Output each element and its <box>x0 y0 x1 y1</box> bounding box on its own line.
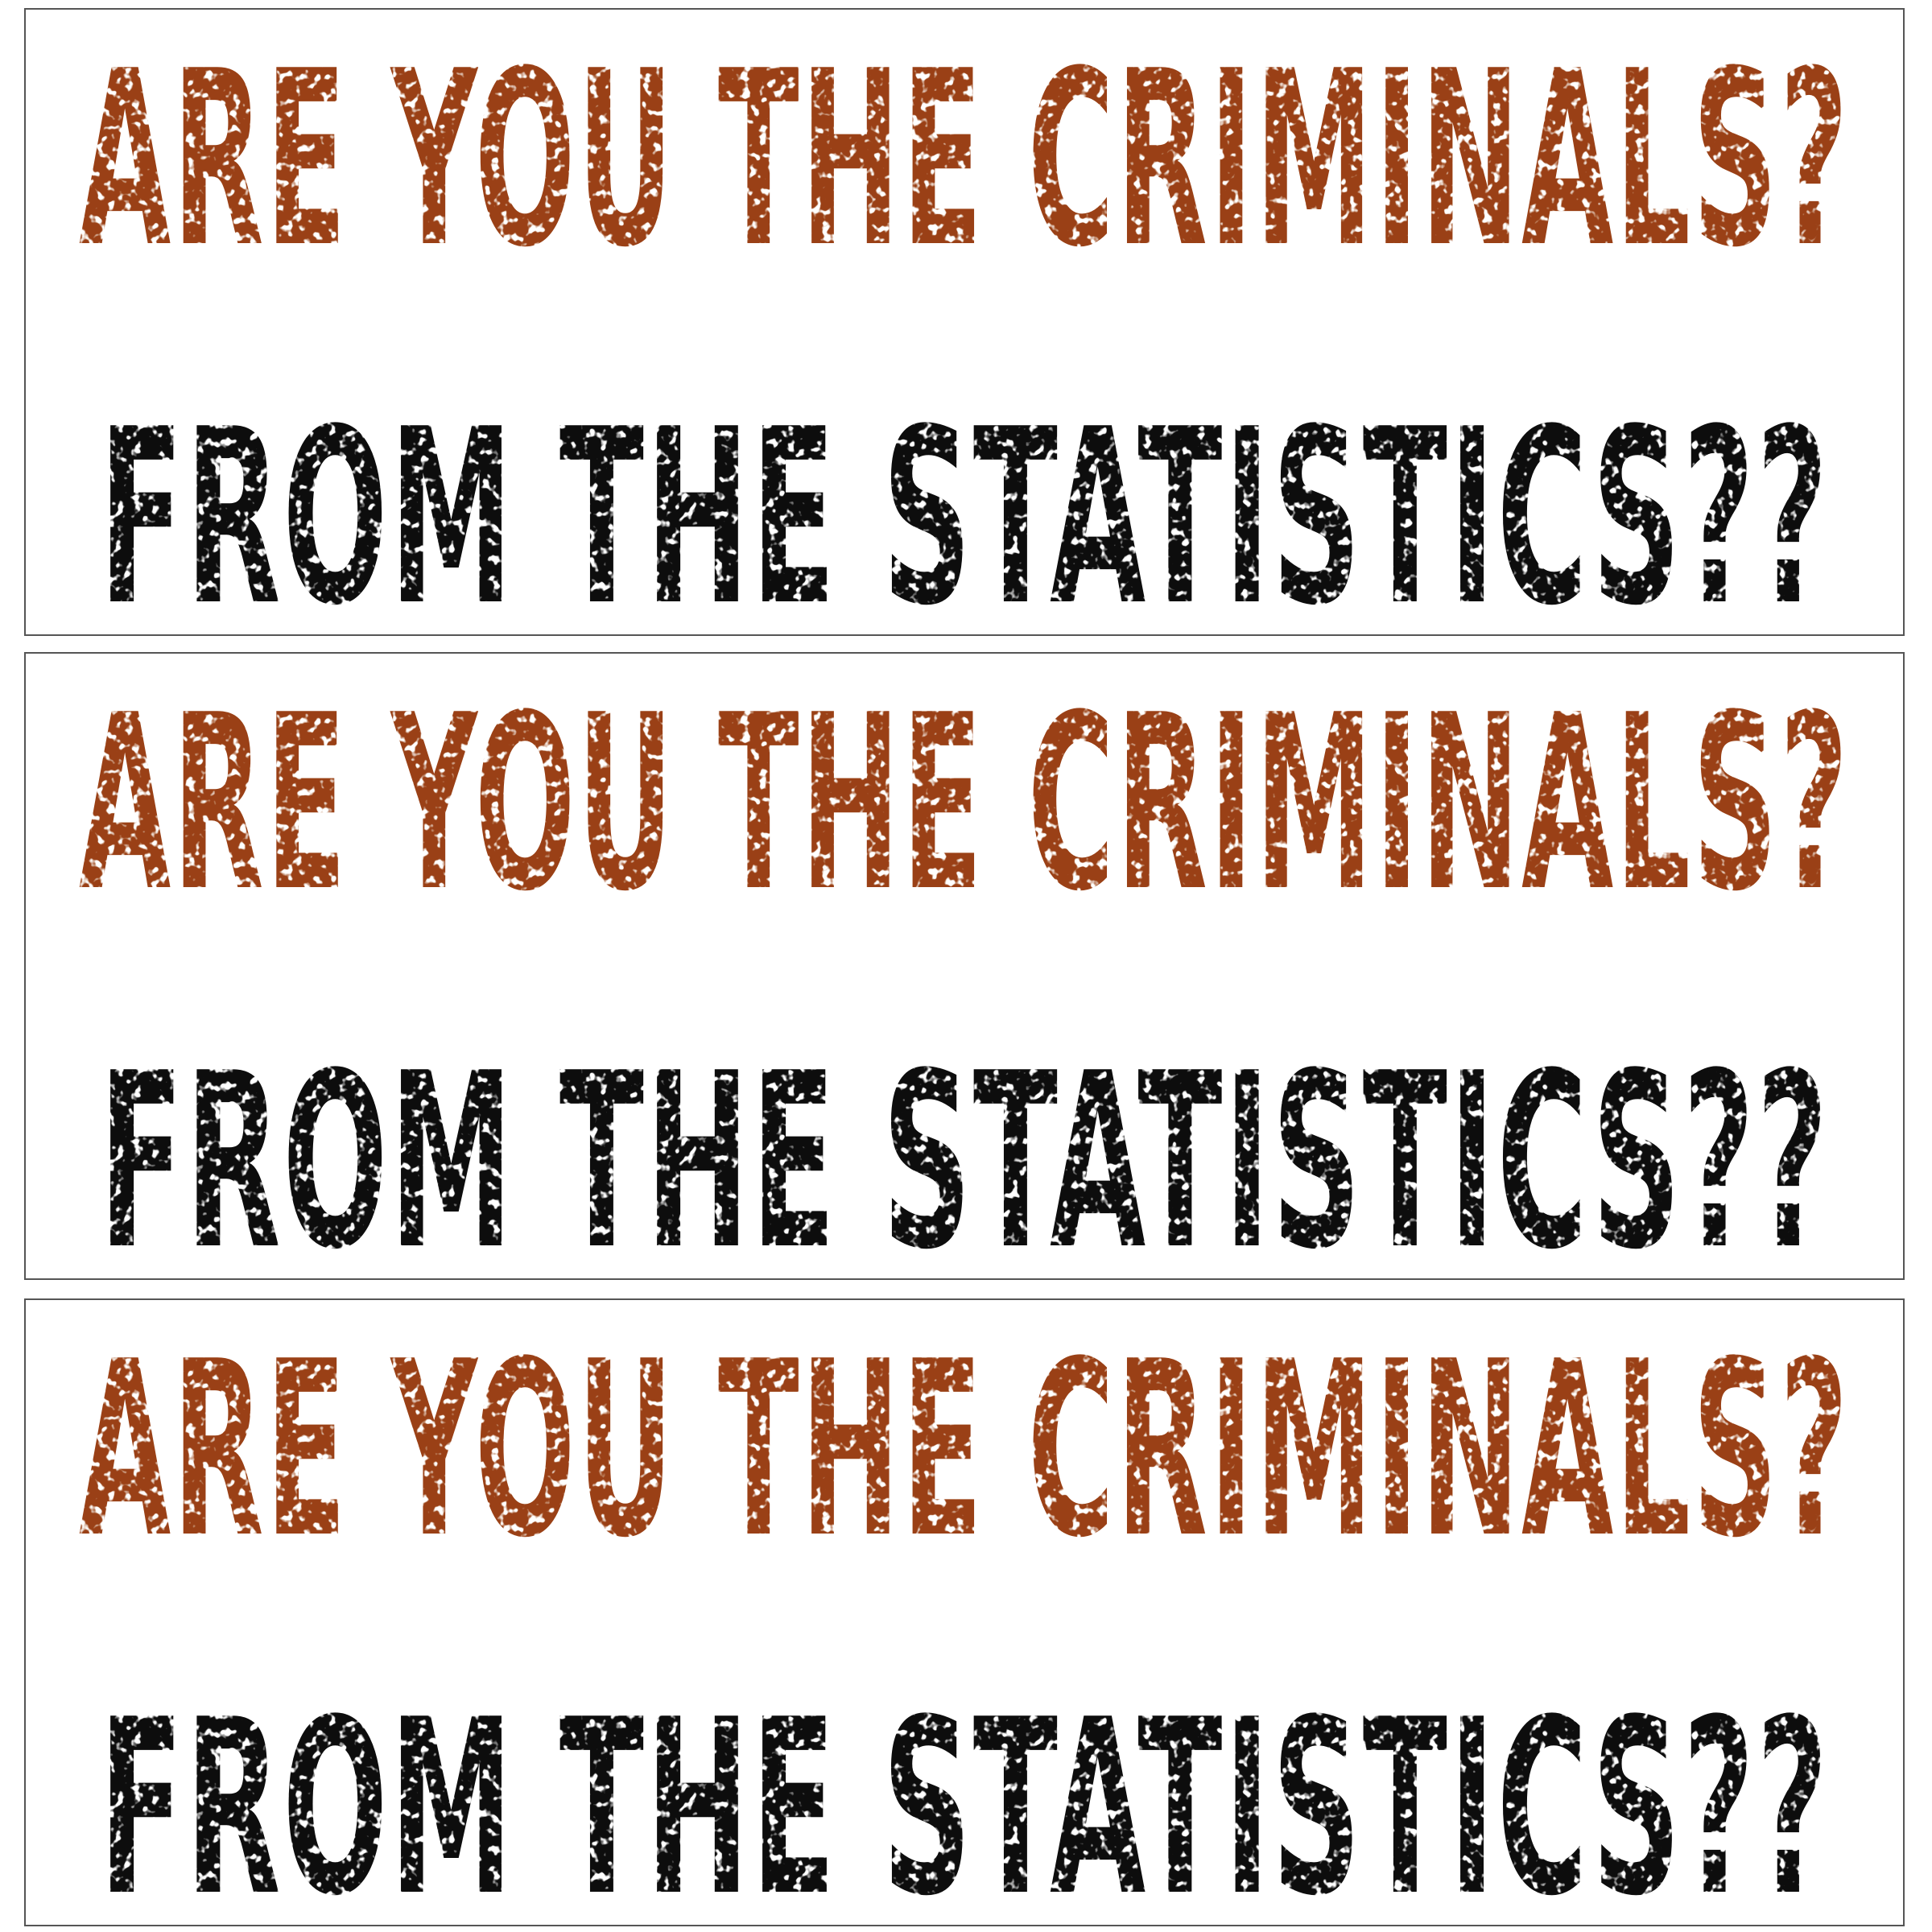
sticker-2: ARE YOU THE CRIMINALS? FROM THE STATISTI… <box>24 652 1905 1280</box>
sticker-3-line-1: ARE YOU THE CRIMINALS? <box>79 1310 1850 1591</box>
sticker-3-line-2: FROM THE STATISTICS?? <box>99 1668 1830 1925</box>
sticker-3-text: ARE YOU THE CRIMINALS? FROM THE STATISTI… <box>79 1310 1850 1925</box>
sticker-3: ARE YOU THE CRIMINALS? FROM THE STATISTI… <box>24 1298 1905 1926</box>
sticker-2-text: ARE YOU THE CRIMINALS? FROM THE STATISTI… <box>79 663 1850 1278</box>
sticker-1-text: ARE YOU THE CRIMINALS? FROM THE STATISTI… <box>79 19 1850 634</box>
sticker-1-line-1: ARE YOU THE CRIMINALS? <box>79 19 1850 300</box>
sticker-2-line-2: FROM THE STATISTICS?? <box>99 1022 1830 1278</box>
sticker-2-line-1: ARE YOU THE CRIMINALS? <box>79 663 1850 944</box>
sticker-1: ARE YOU THE CRIMINALS? FROM THE STATISTI… <box>24 8 1905 636</box>
sticker-1-line-2: FROM THE STATISTICS?? <box>99 378 1830 634</box>
